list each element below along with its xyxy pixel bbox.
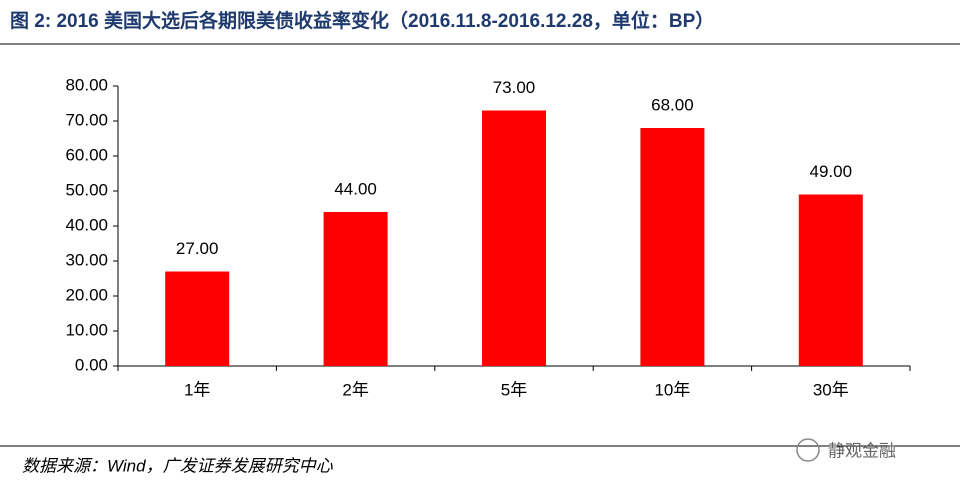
bar xyxy=(323,212,388,366)
x-tick-label: 5年 xyxy=(501,380,527,399)
x-tick-label: 1年 xyxy=(184,380,210,399)
y-tick-label: 60.00 xyxy=(65,145,108,164)
value-label: 27.00 xyxy=(176,239,219,258)
y-tick-label: 70.00 xyxy=(65,110,108,129)
y-tick-label: 40.00 xyxy=(65,215,108,234)
y-tick-label: 50.00 xyxy=(65,180,108,199)
value-label: 73.00 xyxy=(493,78,536,97)
y-tick-label: 30.00 xyxy=(65,250,108,269)
watermark: 静观金融 xyxy=(828,441,896,460)
x-tick-label: 30年 xyxy=(813,380,849,399)
bar xyxy=(798,194,863,366)
y-tick-label: 20.00 xyxy=(65,285,108,304)
watermark-icon xyxy=(796,438,820,462)
x-tick-label: 2年 xyxy=(342,380,368,399)
value-label: 68.00 xyxy=(651,95,694,114)
y-tick-label: 10.00 xyxy=(65,320,108,339)
value-label: 49.00 xyxy=(810,162,853,181)
x-tick-label: 10年 xyxy=(654,380,690,399)
bar xyxy=(165,271,230,366)
y-tick-label: 80.00 xyxy=(65,75,108,94)
source: 数据来源：Wind，广发证券发展研究中心 xyxy=(22,456,334,475)
value-label: 44.00 xyxy=(334,179,377,198)
chart-title: 图 2: 2016 美国大选后各期限美债收益率变化（2016.11.8-2016… xyxy=(10,9,714,32)
y-tick-label: 0.00 xyxy=(75,355,108,374)
bar xyxy=(482,110,546,366)
bar xyxy=(640,128,705,366)
